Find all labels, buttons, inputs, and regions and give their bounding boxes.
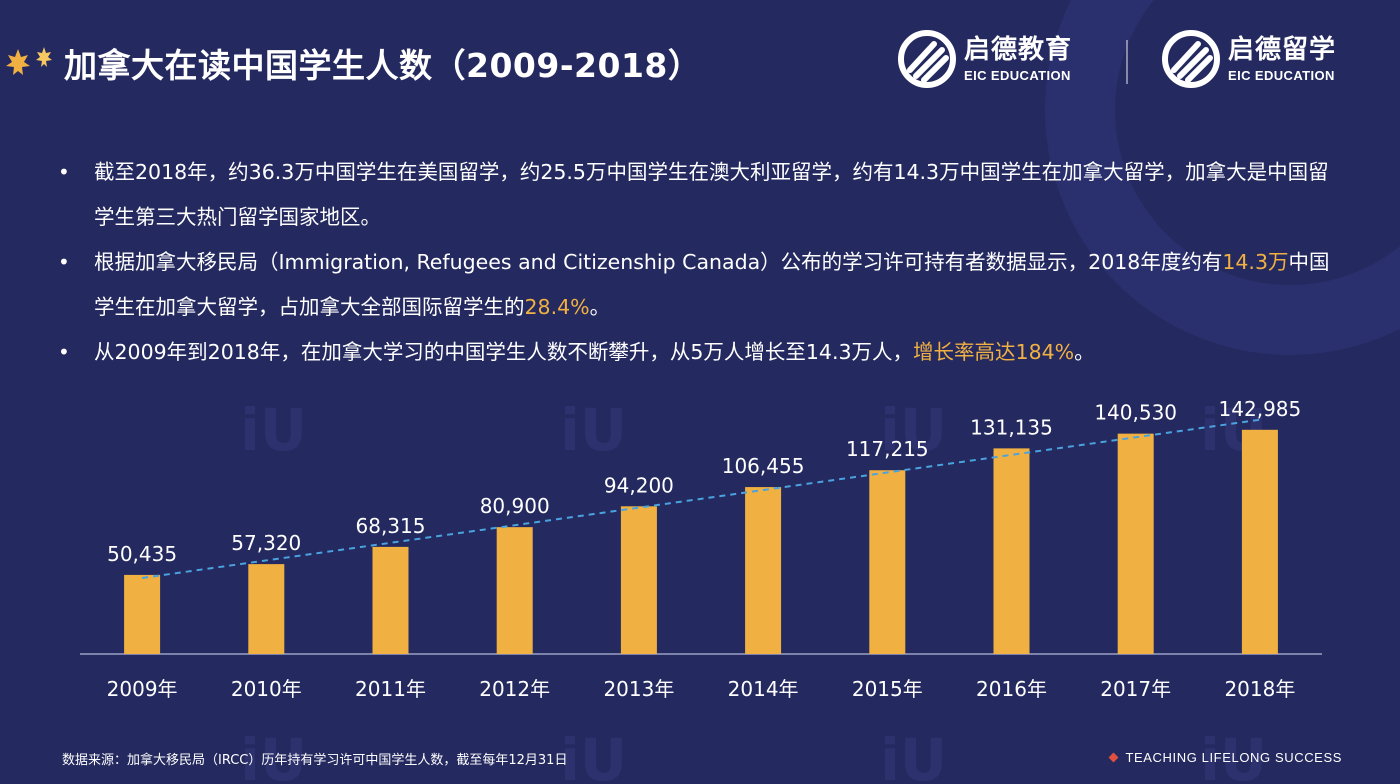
eic-logo-icon xyxy=(898,30,956,88)
bar-2015年 xyxy=(869,470,906,654)
x-tick-label: 2014年 xyxy=(728,677,799,701)
bar-value-label: 80,900 xyxy=(480,494,550,518)
bar-value-label: 68,315 xyxy=(356,514,426,538)
bar-value-label: 131,135 xyxy=(970,415,1053,439)
bar-2018年 xyxy=(1241,429,1278,654)
bullet-text: 。 xyxy=(1074,340,1095,364)
trendline xyxy=(141,418,1261,579)
bullet-list: • 截至2018年，约36.3万中国学生在美国留学，约25.5万中国学生在澳大利亚… xyxy=(58,150,1348,375)
bullet-text: 根据加拿大移民局（Immigration, Refugees and Citiz… xyxy=(94,250,1223,274)
bullet-item: • 截至2018年，约36.3万中国学生在美国留学，约25.5万中国学生在澳大利亚… xyxy=(58,150,1348,240)
bar-2013年 xyxy=(620,506,657,654)
bar-value-label: 57,320 xyxy=(231,531,301,555)
bullet-text: 截至2018年，约36.3万中国学生在美国留学，约25.5万中国学生在澳大利亚留… xyxy=(94,160,1329,229)
title-bar: 加拿大在读中国学生人数（2009-2018） xyxy=(0,38,701,88)
slogan-text: TEACHING LIFELONG SUCCESS xyxy=(1125,750,1342,765)
brand-name-cn: 启德留学 xyxy=(1228,34,1337,65)
bar-2009年 xyxy=(124,574,161,654)
x-tick-label: 2011年 xyxy=(355,677,426,701)
bar-2012年 xyxy=(496,527,533,654)
bar-value-label: 50,435 xyxy=(107,542,177,566)
x-tick-label: 2017年 xyxy=(1100,677,1171,701)
highlight-text: 增长率高达184% xyxy=(913,340,1075,364)
highlight-text: 14.3万 xyxy=(1222,250,1289,274)
x-tick-label: 2016年 xyxy=(976,677,1047,701)
x-tick-label: 2012年 xyxy=(479,677,550,701)
bullet-dot: • xyxy=(58,160,70,184)
brand-eic-study-abroad: 启德留学 EIC EDUCATION xyxy=(1162,30,1336,88)
x-tick-label: 2018年 xyxy=(1224,677,1295,701)
bar-2014年 xyxy=(745,487,782,654)
bar-value-label: 117,215 xyxy=(846,437,929,461)
bar-2011年 xyxy=(372,546,409,654)
bullet-text: 中国学生在加拿大留学，占加拿大全部国际留学生的 xyxy=(94,250,1330,319)
brand-name-en: EIC EDUCATION xyxy=(1228,67,1335,83)
x-tick-label: 2009年 xyxy=(107,677,178,701)
bullet-text: 。 xyxy=(589,295,611,319)
highlight-text: 28.4% xyxy=(524,295,590,319)
eic-logo-icon xyxy=(1162,30,1220,88)
brand-name-cn: 启德教育 xyxy=(964,34,1073,65)
x-tick-label: 2015年 xyxy=(852,677,923,701)
data-source-note: 数据来源：加拿大移民局（IRCC）历年持有学习许可中国学生人数，截至每年12月3… xyxy=(62,753,568,768)
brand-divider xyxy=(1126,40,1128,84)
bar-value-label: 106,455 xyxy=(722,454,805,478)
bar-2017年 xyxy=(1117,433,1154,654)
bar-2010年 xyxy=(248,564,285,654)
bar-value-label: 142,985 xyxy=(1219,397,1302,421)
bar-value-label: 140,530 xyxy=(1094,401,1177,425)
x-tick-label: 2013年 xyxy=(603,677,674,701)
bullet-item: • 根据加拿大移民局（Immigration, Refugees and Citi… xyxy=(58,240,1348,330)
bullet-dot: • xyxy=(58,340,70,364)
brand-name-en: EIC EDUCATION xyxy=(964,67,1071,83)
page-title: 加拿大在读中国学生人数（2009-2018） xyxy=(64,46,702,85)
bullet-text: 从2009年到2018年，在加拿大学习的中国学生人数不断攀升，从5万人增长至14… xyxy=(94,340,914,364)
bullet-dot: • xyxy=(58,250,70,274)
footer-slogan: TEACHING LIFELONG SUCCESS xyxy=(1109,750,1342,765)
maple-leaf-icon xyxy=(0,38,64,88)
x-tick-label: 2010年 xyxy=(231,677,302,701)
brand-eic-education: 启德教育 EIC EDUCATION xyxy=(898,30,1072,88)
bar-value-label: 94,200 xyxy=(604,473,674,497)
bar-2016年 xyxy=(993,448,1030,654)
bullet-item: • 从2009年到2018年，在加拿大学习的中国学生人数不断攀升，从5万人增长至1… xyxy=(58,330,1348,375)
diamond-icon xyxy=(1109,752,1119,763)
